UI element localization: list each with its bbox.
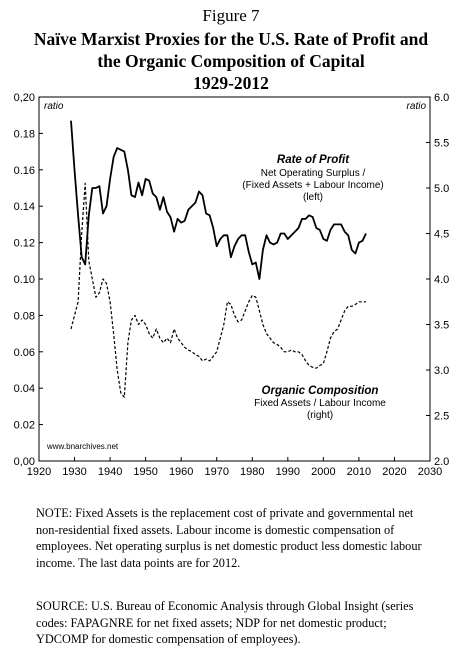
x-tick-label: 1950 xyxy=(133,466,157,478)
organic-composition-sub-1: Fixed Assets / Labour Income xyxy=(254,398,386,409)
rate-of-profit-sub-1: Net Operating Surplus / xyxy=(261,168,366,179)
y-left-tick-label: 0.12 xyxy=(14,238,35,250)
y-right-tick-label: 5.0 xyxy=(434,183,449,195)
y-left-tick-label: 0.02 xyxy=(14,420,35,432)
organic-composition-line xyxy=(70,182,366,398)
source-credit: www.bnarchives.net xyxy=(46,442,119,451)
series-lines xyxy=(70,120,367,398)
y-left-tick-label: 0.08 xyxy=(14,310,35,322)
chart-source: SOURCE: U.S. Bureau of Economic Analysis… xyxy=(36,599,414,646)
y-right-tick-label: 3.5 xyxy=(434,320,449,332)
y-right-tick-label: 2.0 xyxy=(434,456,449,468)
left-unit-label: ratio xyxy=(44,101,64,112)
rate-of-profit-label: Rate of Profit xyxy=(277,154,350,166)
y-left-tick-label: 0.04 xyxy=(14,383,35,395)
y-right-tick-label: 2.5 xyxy=(434,411,449,423)
y-left-tick-label: 0,20 xyxy=(14,92,35,104)
y-left-tick-label: 0.06 xyxy=(14,347,35,359)
y-left-tick-label: 0.10 xyxy=(14,274,35,286)
y-left-tick-label: 0.14 xyxy=(14,201,35,213)
y-right-tick-label: 5.5 xyxy=(434,138,449,150)
right-unit-label: ratio xyxy=(407,101,427,112)
rate-of-profit-line xyxy=(70,120,367,280)
chart-title: Naïve Marxist Proxies for the U.S. Rate … xyxy=(0,28,462,94)
x-tick-label: 1960 xyxy=(169,466,193,478)
x-tick-label: 1980 xyxy=(240,466,264,478)
x-tick-label: 1990 xyxy=(276,466,300,478)
x-tick-label: 1970 xyxy=(204,466,228,478)
y-left-tick-label: 0.18 xyxy=(14,128,35,140)
x-tick-label: 2030 xyxy=(418,466,442,478)
y-right-tick-label: 4.0 xyxy=(434,274,449,286)
organic-composition-sub-2: (right) xyxy=(307,410,333,421)
rate-of-profit-sub-3: (left) xyxy=(303,192,323,203)
title-line-1: Naïve Marxist Proxies for the U.S. Rate … xyxy=(33,29,429,49)
rate-of-profit-sub-2: (Fixed Assets + Labour Income) xyxy=(242,180,383,191)
x-tick-label: 1920 xyxy=(27,466,51,478)
axis-ticks: 1920 1930 1940 1950 1960 1970 1980 1990 2000 2010… xyxy=(14,92,450,478)
y-right-tick-label: 6.0 xyxy=(434,92,449,104)
x-tick-label: 1930 xyxy=(62,466,86,478)
title-line-3: 1929-2012 xyxy=(193,73,269,93)
x-tick-label: 2020 xyxy=(382,466,406,478)
x-tick-label: 2000 xyxy=(311,466,335,478)
x-tick-label: 1940 xyxy=(98,466,122,478)
title-line-2: the Organic Composition of Capital xyxy=(97,51,365,71)
y-left-tick-label: 0.16 xyxy=(14,165,35,177)
x-tick-label: 2010 xyxy=(347,466,371,478)
figure-label: Figure 7 xyxy=(202,6,260,25)
y-right-tick-label: 4.5 xyxy=(434,229,449,241)
y-right-tick-label: 3.0 xyxy=(434,365,449,377)
organic-composition-label: Organic Composition xyxy=(262,385,379,397)
y-left-tick-label: 0,00 xyxy=(14,456,35,468)
line-chart: 1920 1930 1940 1950 1960 1970 1980 1990 2000 2010… xyxy=(14,92,450,478)
chart-note: NOTE: Fixed Assets is the replacement co… xyxy=(36,506,422,570)
